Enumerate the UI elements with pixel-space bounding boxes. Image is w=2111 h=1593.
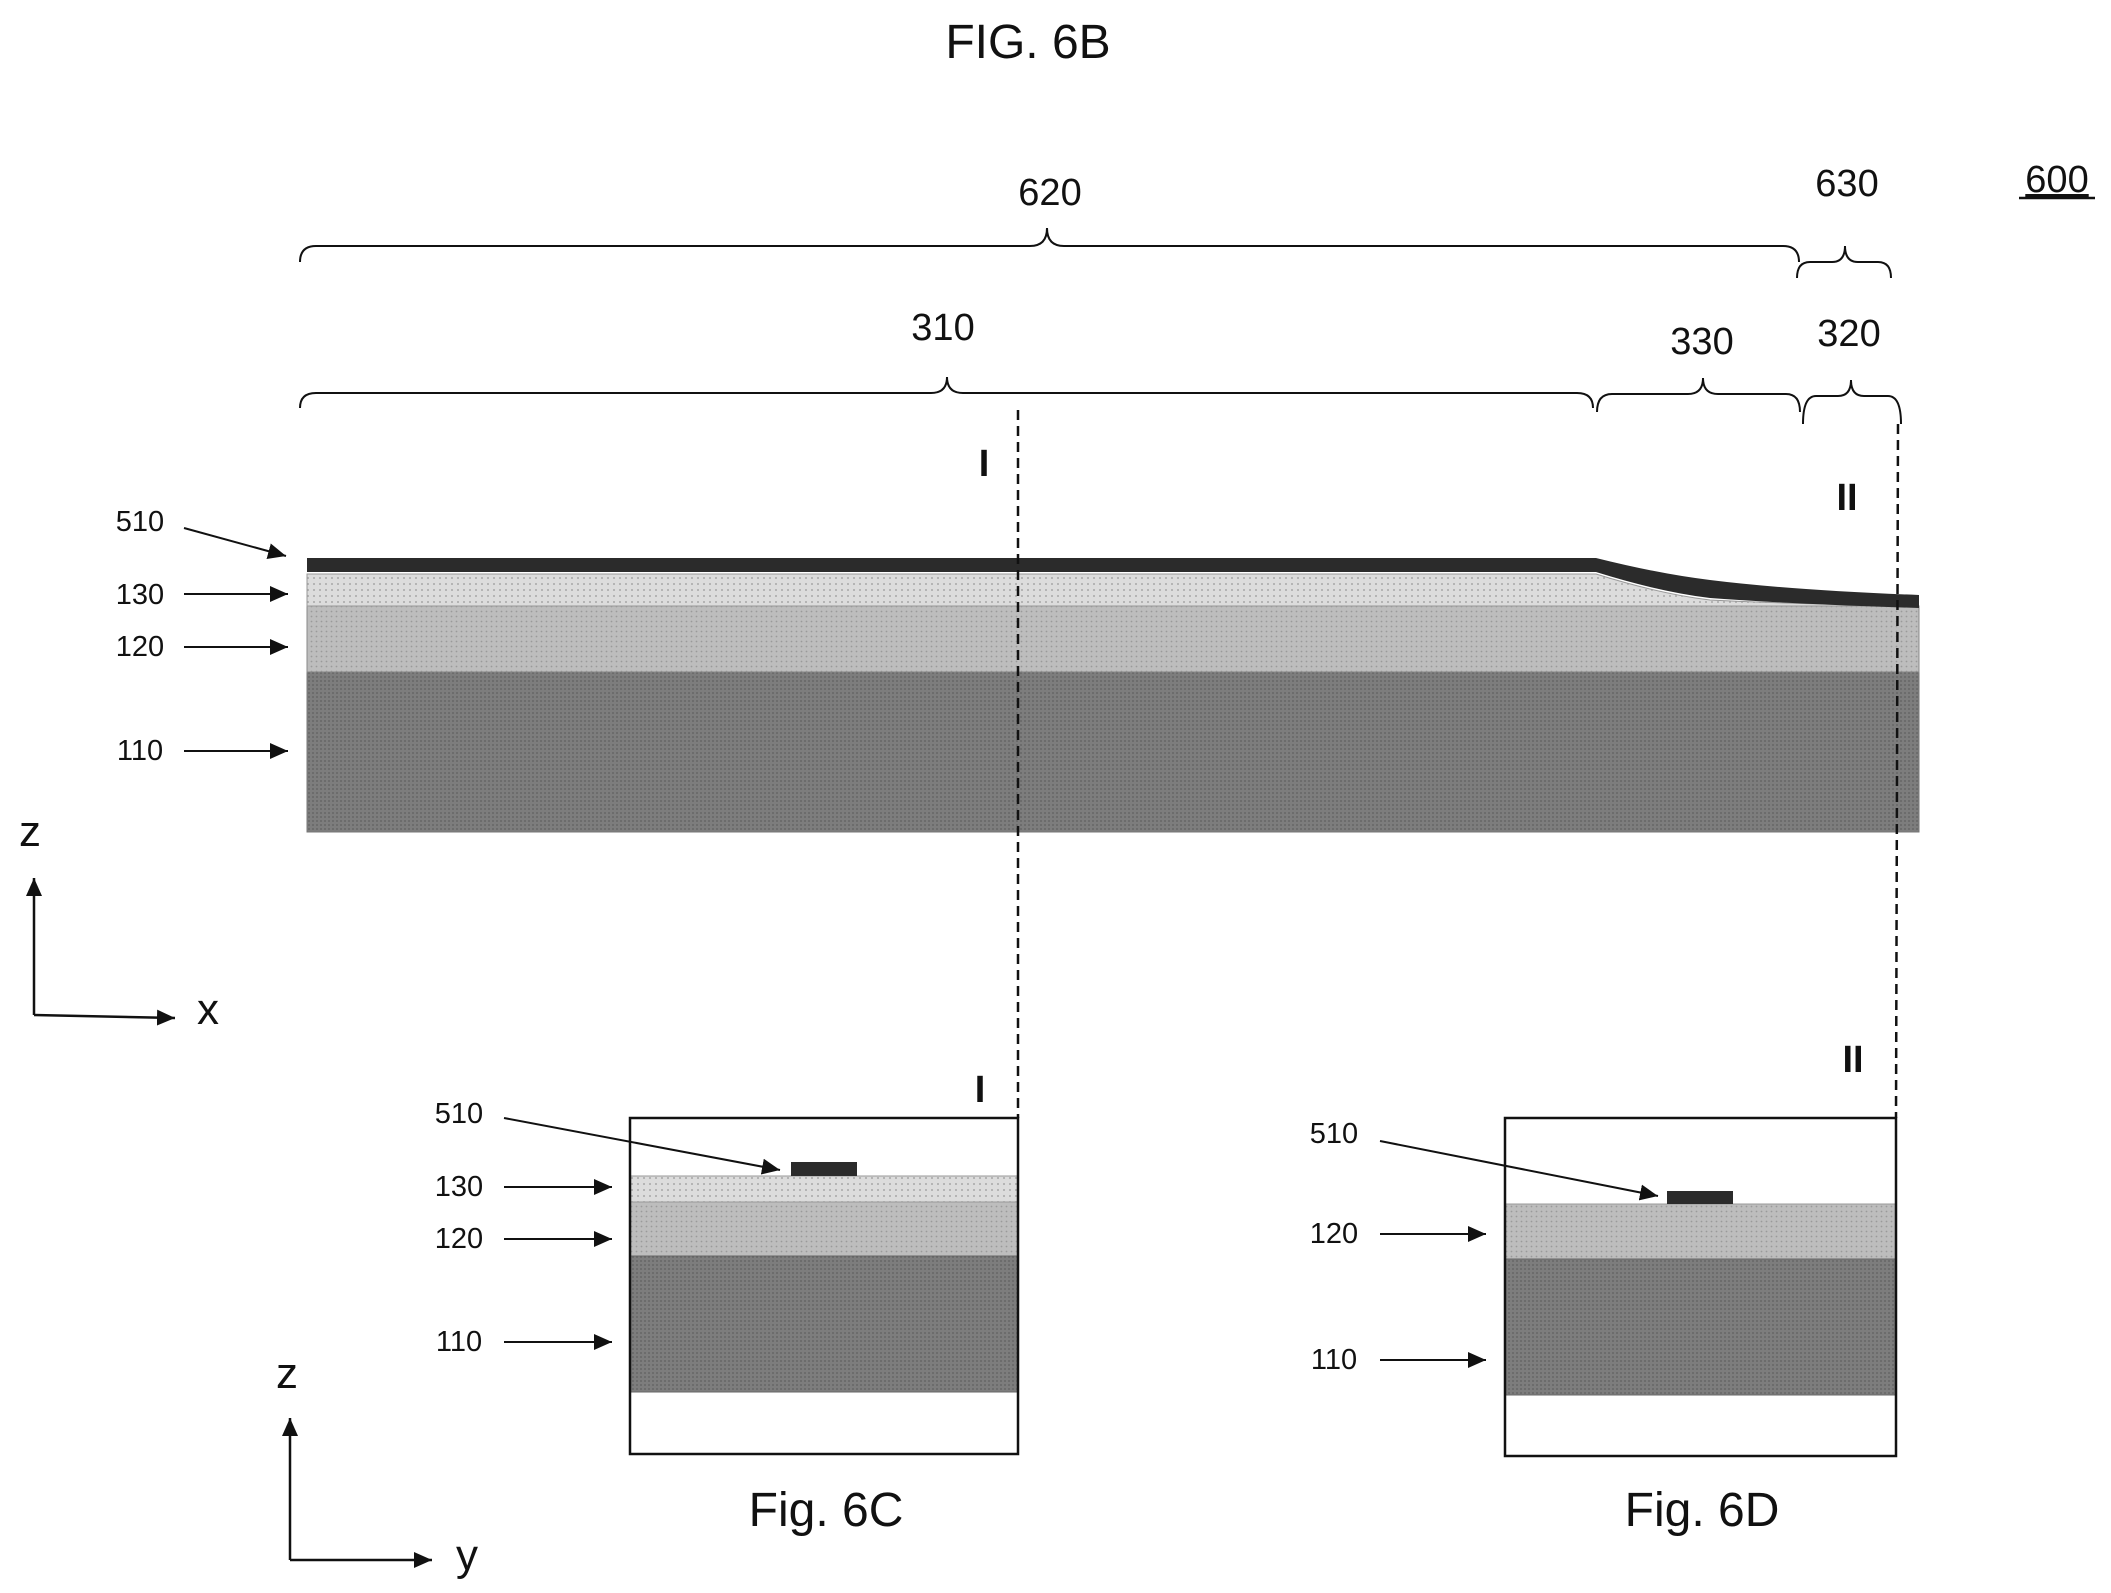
inset-fig-6c — [628, 1116, 1020, 1456]
arrow-510-main — [183, 527, 287, 559]
section-line-ii — [1894, 423, 1900, 1119]
figure-title-6c: Fig. 6C — [749, 1484, 904, 1537]
layer-label-110-main: 110 — [117, 735, 163, 767]
layer-510-main — [307, 558, 1919, 608]
layer-110-6d — [1505, 1259, 1896, 1395]
layer-label-130-main: 130 — [116, 579, 164, 611]
device-reference-label: 600 — [2025, 159, 2088, 201]
brace-620 — [299, 227, 1800, 263]
brace-630 — [1796, 245, 1892, 279]
region-label-620: 620 — [1018, 172, 1081, 214]
layer-510-6c — [791, 1162, 857, 1176]
arrow-510-6c — [503, 1117, 781, 1175]
axis-label-y-sub: y — [456, 1531, 478, 1580]
layer-label-120-6d: 120 — [1310, 1218, 1358, 1250]
section-mark-ii: II — [1836, 477, 1857, 519]
layer-label-510-main: 510 — [116, 506, 164, 538]
layer-label-110-6d: 110 — [1311, 1344, 1357, 1376]
axis-x-main — [33, 1009, 176, 1026]
section-mark-ii-inset: II — [1842, 1039, 1863, 1081]
section-mark-i: I — [979, 443, 990, 485]
layer-label-510-6c: 510 — [435, 1098, 483, 1130]
layer-label-110-6c: 110 — [436, 1326, 482, 1358]
inset-frame-6d — [1503, 1116, 1898, 1458]
region-label-630: 630 — [1815, 163, 1878, 205]
layer-label-510-6d: 510 — [1310, 1118, 1358, 1150]
arrow-510-6d — [1379, 1140, 1659, 1201]
layer-130-6c — [630, 1176, 1018, 1202]
layer-label-130-6c: 130 — [435, 1171, 483, 1203]
layer-label-120-main: 120 — [116, 631, 164, 663]
axis-label-z-main: z — [19, 807, 41, 856]
brace-310 — [299, 376, 1594, 409]
inset-fig-6d — [1503, 1116, 1898, 1458]
brace-320 — [1802, 379, 1902, 425]
layer-110-main — [306, 671, 1920, 833]
layer-120-6c — [630, 1202, 1018, 1256]
layer-510-6d — [1667, 1191, 1733, 1204]
section-mark-i-inset: I — [975, 1069, 986, 1111]
region-label-320: 320 — [1817, 313, 1880, 355]
layer-label-120-6c: 120 — [435, 1223, 483, 1255]
inset-frame-6c — [628, 1116, 1020, 1456]
layer-120-main — [306, 605, 1920, 673]
region-label-310: 310 — [911, 307, 974, 349]
figure-title-6b: FIG. 6B — [945, 16, 1110, 69]
axis-label-z-sub: z — [276, 1349, 298, 1398]
axis-label-x-main: x — [197, 985, 219, 1034]
figure-title-6d: Fig. 6D — [1625, 1484, 1780, 1537]
layer-110-6c — [630, 1256, 1018, 1392]
region-label-330: 330 — [1670, 321, 1733, 363]
brace-330 — [1596, 377, 1801, 413]
layer-120-6d — [1505, 1204, 1896, 1259]
